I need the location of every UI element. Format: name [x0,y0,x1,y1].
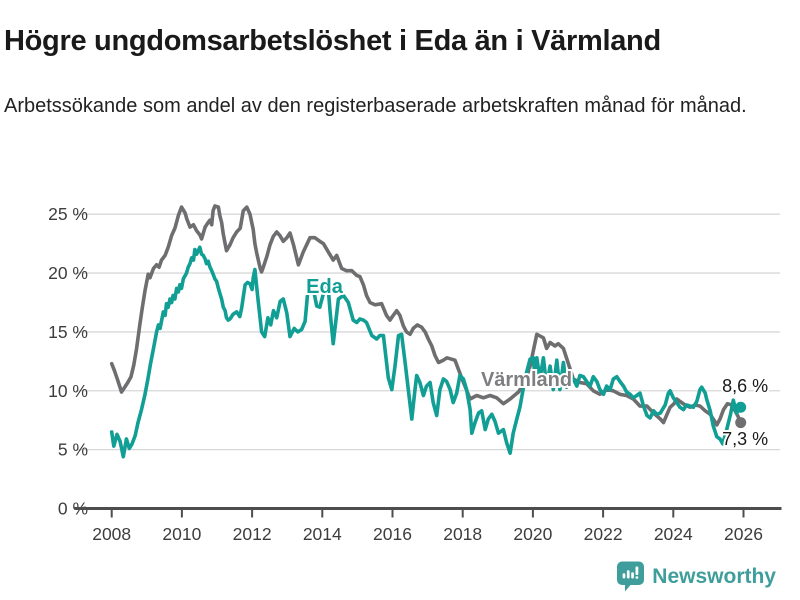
page-subtitle: Arbetssökande som andel av den registerb… [4,95,747,117]
x-axis-label-2022: 2022 [584,524,623,544]
page-title: Högre ungdomsarbetslöshet i Eda än i Vär… [4,25,661,58]
newsworthy-bubble-icon [617,561,645,592]
eda-series-label: Eda [306,276,344,298]
y-axis-label-15: 15 % [48,322,88,342]
x-axis-label-2008: 2008 [92,524,131,544]
x-axis-label-2010: 2010 [162,524,201,544]
x-axis-label-2026: 2026 [724,524,763,544]
y-axis-label-5: 5 % [58,440,88,460]
x-axis-label-2016: 2016 [373,524,412,544]
vrmland-end-dot [735,417,747,429]
newsworthy-wordmark: Newsworthy [652,564,776,588]
newsworthy-logo: Newsworthy [616,561,776,592]
end-value-label-0: 8,6 % [722,376,768,396]
y-axis-label-0: 0 % [58,499,88,519]
x-axis-label-2014: 2014 [303,524,342,544]
vrmland-series-label: Värmland [481,369,572,391]
y-axis-label-25: 25 % [48,204,88,224]
end-value-label-1: 7,3 % [722,429,768,449]
eda-end-dot [735,401,747,413]
x-axis-label-2020: 2020 [513,524,552,544]
x-axis-label-2012: 2012 [233,524,272,544]
y-axis-label-10: 10 % [48,381,88,401]
x-axis-label-2024: 2024 [654,524,693,544]
y-axis-label-20: 20 % [48,263,88,283]
x-axis-label-2018: 2018 [443,524,482,544]
vrmland-line [109,204,743,427]
eda-line [109,245,743,459]
